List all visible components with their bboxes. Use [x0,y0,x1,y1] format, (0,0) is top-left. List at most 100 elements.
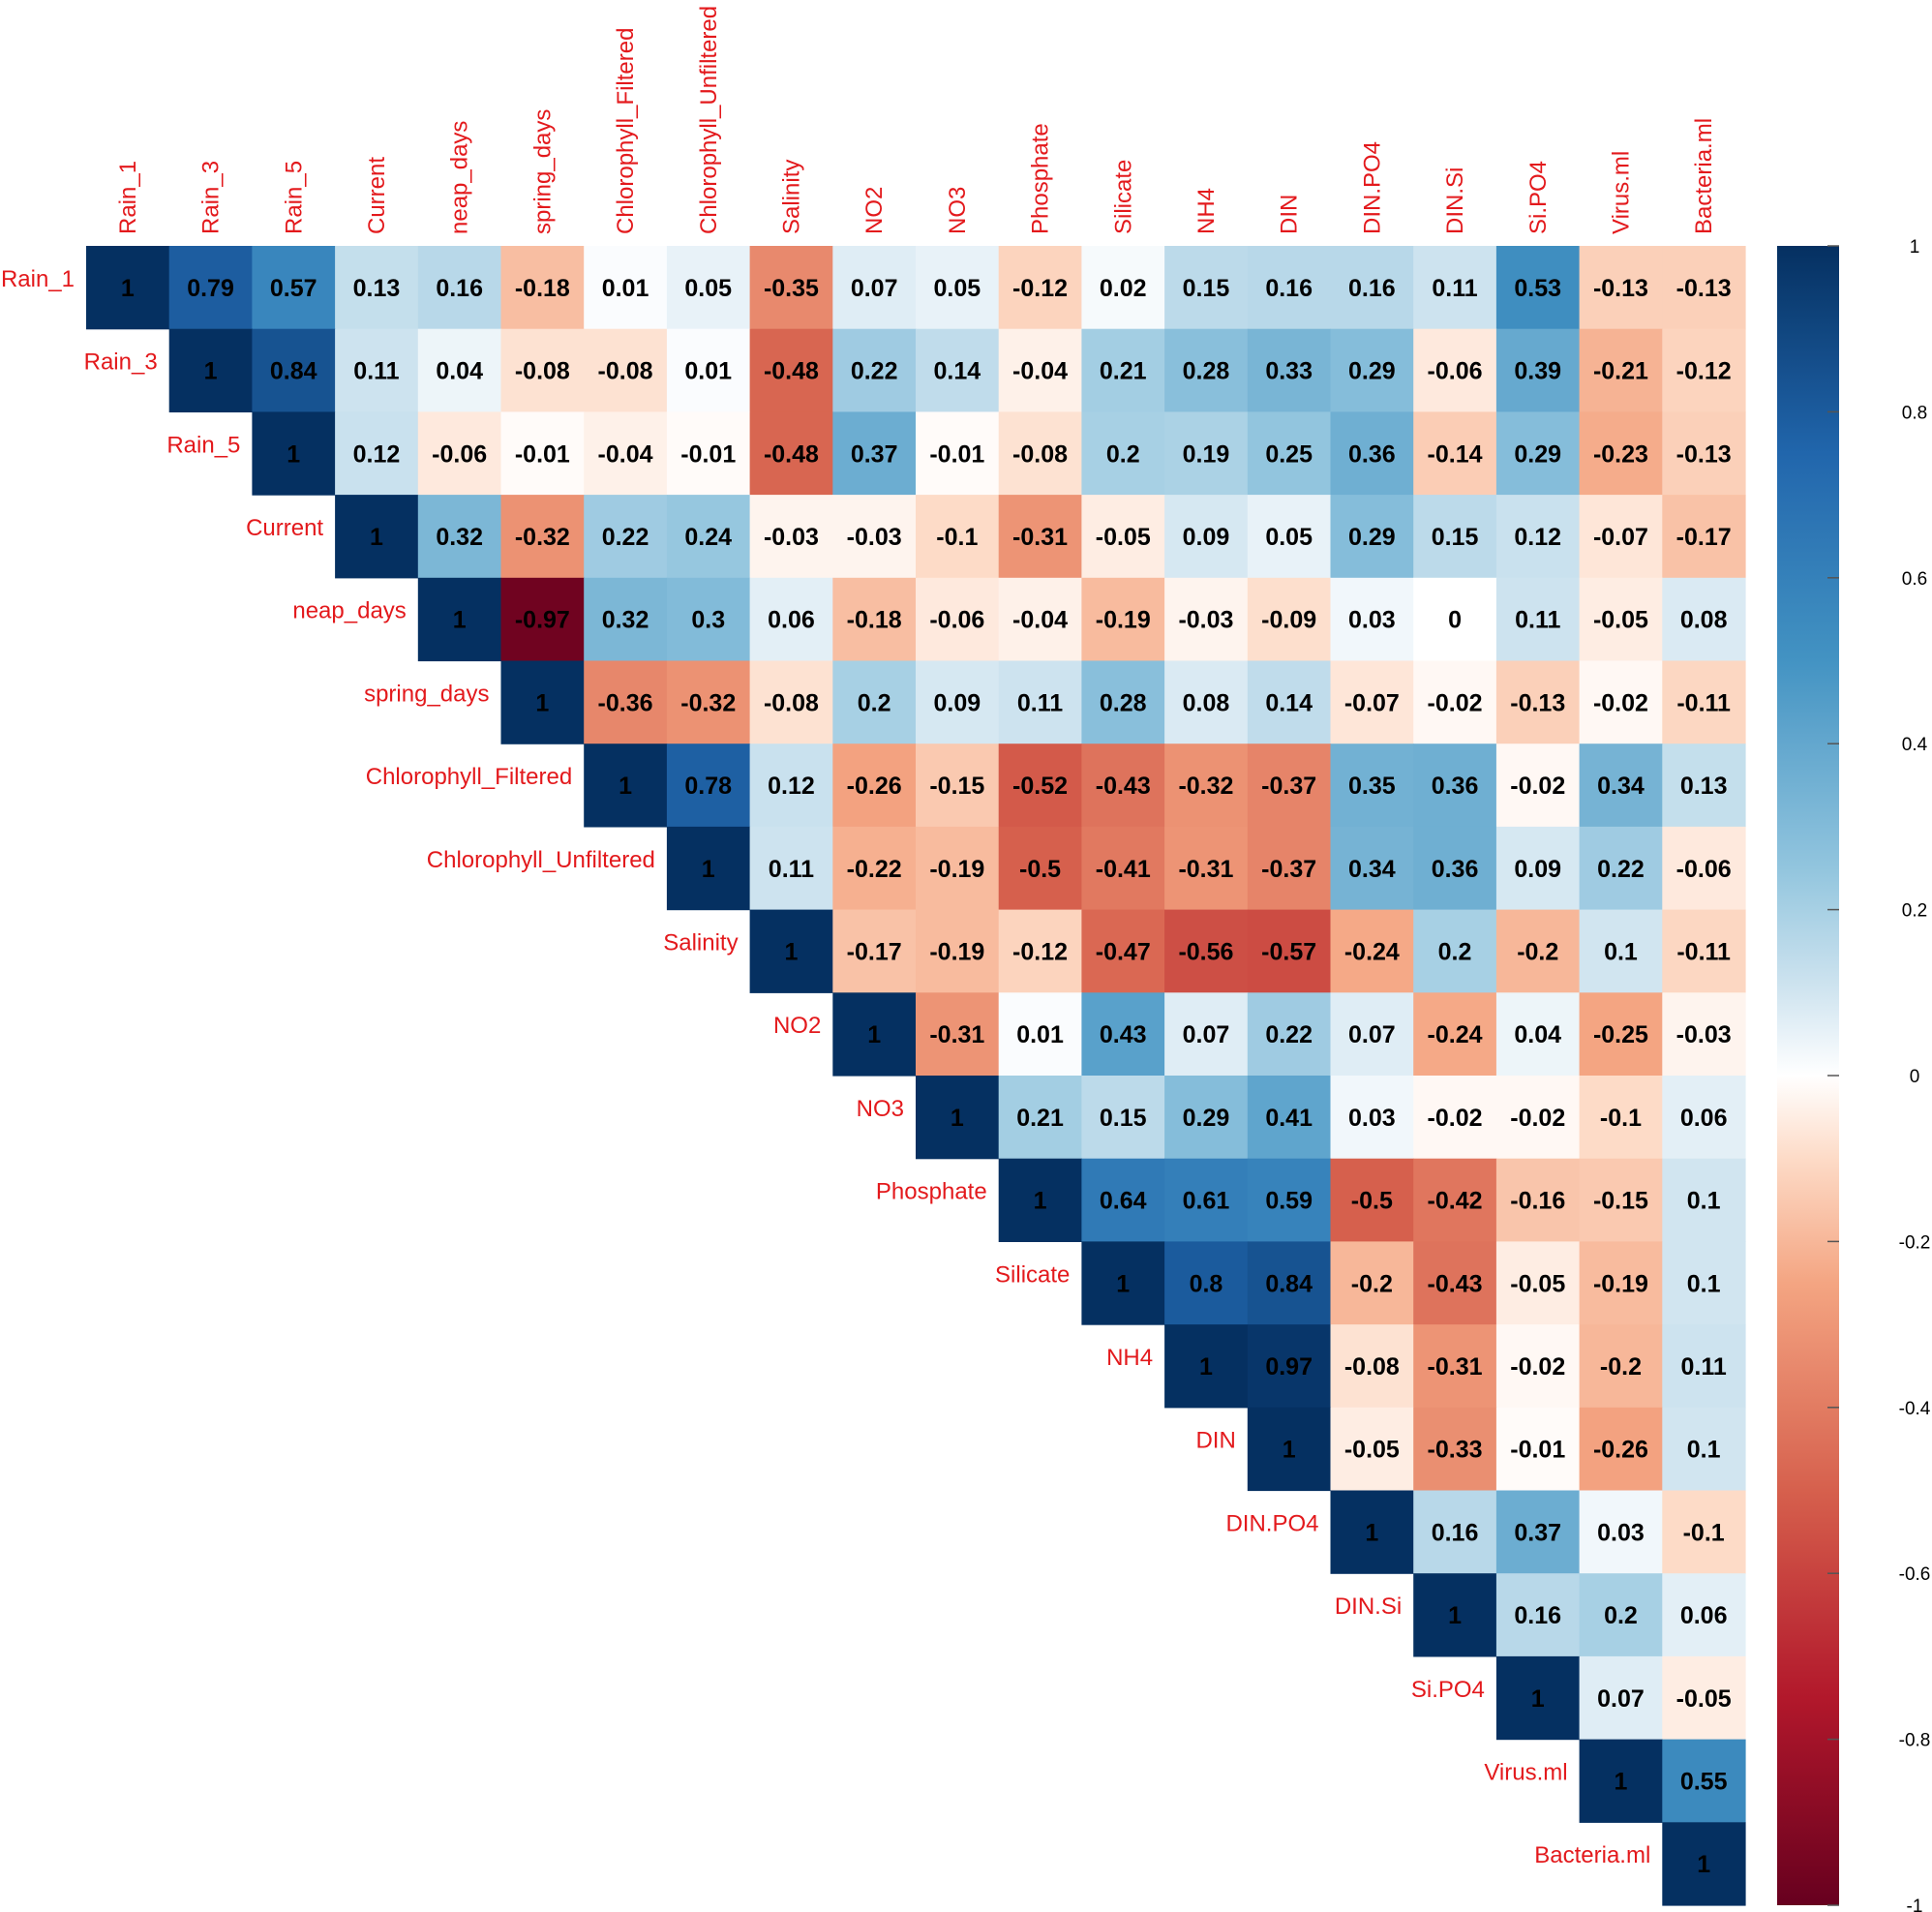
cell-chlorophyll-filtered-no2 [832,744,917,828]
cell-value-label: -0.13 [1676,440,1732,468]
cell-value-label: 0.8 [1190,1270,1223,1297]
cell-din-po4-si-po4 [1495,1490,1581,1574]
cell-value-label: -0.04 [598,440,653,468]
cell-rain-1-no2 [832,246,917,330]
cell-value-label: -0.07 [1344,689,1400,716]
cell-value-label: -0.02 [1510,773,1565,800]
cell-no3-nh4 [1164,1076,1249,1160]
cell-current-spring-days [500,495,585,579]
cell-value-label: -0.36 [598,689,653,716]
cell-value-label: -0.02 [1510,1105,1565,1132]
row-label-silicate: Silicate [995,1261,1070,1288]
cell-chlorophyll-unfiltered-phosphate [998,826,1082,911]
cell-rain-5-phosphate [998,411,1082,496]
cell-spring-days-phosphate [998,660,1082,744]
cell-phosphate-din-si [1413,1158,1497,1242]
colorbar-tick-label: 0 [1910,1067,1920,1087]
cell-nh4-bacteria-ml [1662,1324,1746,1409]
cell-value-label: 0.11 [769,856,814,883]
cell-chlorophyll-unfiltered-si-po4 [1495,826,1581,911]
cell-phosphate-din [1247,1158,1332,1242]
column-labels: Rain_1 Rain_3 Rain_5 Current neap_days spring… [115,6,1717,234]
cell-rain-1-current [335,246,419,330]
cell-salinity-no3 [916,909,1000,993]
cell-value-label: -0.06 [432,440,487,468]
cell-value-label: 0.06 [1680,1105,1728,1132]
cell-salinity-silicate [1081,909,1165,993]
cell-neap-days-no3 [916,577,1000,662]
cell-value-label: 0.22 [602,524,649,551]
cell-value-label: 0.03 [1348,607,1396,634]
cell-no3-virus-ml [1579,1076,1663,1160]
cell-nh4-si-po4 [1495,1324,1581,1409]
cell-value-label: 0.37 [1514,1519,1561,1546]
cell-value-label: 0.07 [851,275,898,302]
row-label-virus-ml: Virus.ml [1484,1759,1567,1785]
cell-rain-1-silicate [1081,246,1165,330]
cell-value-label: 1 [204,358,218,385]
cell-current-no2 [832,495,917,579]
row-label-rain-5: Rain_5 [166,432,240,458]
column-label-spring-days: spring_days [529,109,556,234]
cell-no2-din-si [1413,992,1497,1077]
cell-value-label: -0.24 [1344,938,1400,965]
cell-silicate-nh4 [1164,1241,1249,1325]
cell-value-label: 0.13 [353,275,401,302]
cell-value-label: -0.48 [764,440,819,468]
cell-value-label: -0.04 [1012,358,1068,385]
row-label-si-po4: Si.PO4 [1411,1677,1485,1703]
cell-phosphate-bacteria-ml [1662,1158,1746,1242]
cell-value-label: 0.04 [1514,1021,1561,1048]
cell-value-label: 0.13 [1680,773,1728,800]
cell-value-label: -0.19 [929,856,984,883]
cell-value-label: -0.32 [1178,773,1233,800]
cell-value-label: 0.16 [1265,275,1313,302]
cell-value-label: -0.12 [1676,358,1732,385]
cell-no2-silicate [1081,992,1165,1077]
column-label-phosphate: Phosphate [1028,123,1054,234]
cell-value-label: -0.25 [1593,1021,1648,1048]
cell-value-label: -0.15 [929,773,984,800]
cell-value-label: 0.09 [1183,524,1230,551]
cell-rain-5-salinity [749,411,833,496]
cell-neap-days-bacteria-ml [1662,577,1746,662]
row-labels: Rain_1 Rain_3 Rain_5 Current neap_daysspring… [1,266,1650,1868]
cell-value-label: -0.07 [1593,524,1648,551]
cell-value-label: 1 [535,689,549,716]
cell-current-salinity [749,495,833,579]
cell-value-label: 0.57 [270,275,317,302]
cell-chlorophyll-filtered-salinity [749,744,833,828]
cell-neap-days-silicate [1081,577,1165,662]
cell-value-label: -0.13 [1510,689,1565,716]
cell-value-label: 0.28 [1100,689,1147,716]
cell-phosphate-virus-ml [1579,1158,1663,1242]
cell-value-label: 0.16 [436,275,483,302]
cell-rain-3-current [335,328,419,412]
cell-rain-3-rain-5 [252,328,336,412]
cell-value-label: 0.1 [1604,938,1638,965]
column-label-din-si: DIN.Si [1442,167,1468,234]
column-label-din: DIN [1277,195,1303,234]
cell-rain-1-si-po4 [1495,246,1581,330]
cell-phosphate-din-po4 [1330,1158,1414,1242]
cell-value-label: 0.34 [1348,856,1396,883]
cell-chlorophyll-filtered-din-po4 [1330,744,1414,828]
cell-value-label: -0.13 [1593,275,1648,302]
row-label-neap-days: neap_days [292,598,406,624]
cell-value-label: -0.04 [1012,607,1068,634]
column-label-salinity: Salinity [778,160,804,234]
cell-rain-1-nh4 [1164,246,1249,330]
cell-neap-days-neap-days [417,577,502,662]
cell-value-label: -0.56 [1178,938,1233,965]
cell-rain-5-bacteria-ml [1662,411,1746,496]
cell-value-label: -0.11 [1676,938,1731,965]
row-label-rain-1: Rain_1 [1,266,75,292]
cell-value-label: 0.04 [436,358,483,385]
cell-value-label: -0.1 [1683,1519,1725,1546]
cell-rain-1-virus-ml [1579,246,1663,330]
cell-value-label: -0.1 [936,524,978,551]
cell-rain-5-no3 [916,411,1000,496]
cell-value-label: -0.33 [1428,1437,1483,1464]
cell-rain-3-bacteria-ml [1662,328,1746,412]
cell-value-label: -0.06 [929,607,984,634]
